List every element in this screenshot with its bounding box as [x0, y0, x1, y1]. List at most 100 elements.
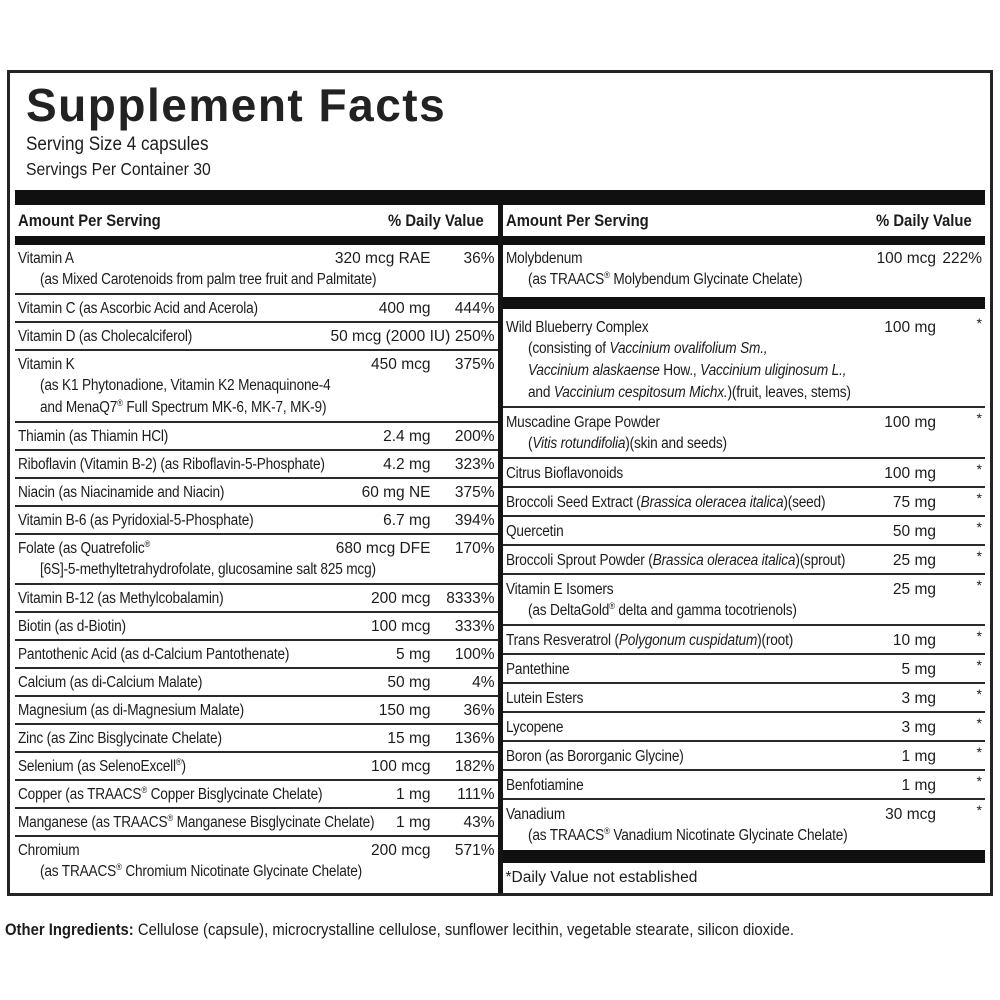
nutrient-name-text: Vitamin A: [18, 249, 74, 269]
nutrient-amount: 1 mg: [396, 813, 431, 831]
nutrient-amount: 3 mg: [901, 689, 936, 707]
name-text: Molybdenum: [505, 249, 583, 267]
other-ingredients-label: Other Ingredients:: [5, 920, 134, 939]
nutrient-row-main: Muscadine Grape Powder 100 mg *: [506, 408, 983, 433]
nutrient-amount: 100 mg: [884, 413, 936, 431]
nutrient-daily-value: *: [976, 547, 982, 564]
name-text: Wild Blueberry Complex: [505, 318, 649, 336]
nutrient-detail: and MenaQ7® Full Spectrum MK-6, MK-7, MK…: [18, 397, 495, 419]
daily-value-footnote: *Daily Value not established: [503, 863, 986, 893]
nutrient-name: Broccoli Sprout Powder (Brassica olerace…: [506, 551, 849, 571]
nutrient-name: Vitamin K: [18, 355, 331, 375]
nutrient-detail-text: and MenaQ7® Full Spectrum MK-6, MK-7, MK…: [40, 398, 327, 418]
nutrient-daily-value: 571%: [454, 841, 495, 859]
daily-value-text: % Daily Value: [875, 211, 972, 230]
nutrient-daily-value: *: [976, 489, 982, 506]
nutrient-name: Calcium (as di-Calcium Malate): [18, 673, 331, 693]
name-text: How.,: [659, 361, 700, 379]
nutrient-name: Vitamin A: [18, 249, 331, 269]
nutrient-row: Wild Blueberry Complex 100 mg * (consisting…: [503, 313, 986, 406]
nutrient-amount: 100 mcg: [876, 249, 936, 267]
nutrient-name-text: Folate (as Quatrefolic®: [18, 539, 150, 559]
name-text: Vitamin E Isomers: [505, 580, 614, 598]
nutrient-name: Folate (as Quatrefolic®: [18, 539, 331, 559]
nutrient-amount: 5 mg: [396, 645, 431, 663]
nutrient-amount: 50 mcg (2000 IU): [330, 327, 451, 345]
nutrient-row: Broccoli Sprout Powder (Brassica olerace…: [502, 543, 985, 573]
nutrient-name: Pantothenic Acid (as d-Calcium Pantothen…: [18, 645, 331, 665]
nutrient-row-main: Vitamin A 320 mcg RAE 36%: [18, 245, 495, 269]
nutrient-name-text: Riboflavin (Vitamin B-2) (as Riboflavin-…: [18, 455, 325, 475]
nutrient-daily-value: 136%: [454, 729, 495, 747]
thick-divider-footnote: [502, 850, 985, 863]
nutrient-amount: 75 mg: [892, 493, 936, 511]
nutrient-detail-text: (as TRAACS® Molybendum Glycinate Chelate…: [528, 270, 803, 290]
nutrient-daily-value: 323%: [454, 455, 495, 473]
name-text: Lutein Esters: [505, 689, 584, 707]
nutrient-row: Vitamin B-6 (as Pyridoxial-5-Phosphate) 6…: [15, 504, 498, 533]
nutrient-name-text: Selenium (as SelenoExcell®): [18, 757, 186, 777]
nutrient-daily-value: 182%: [454, 757, 495, 775]
name-text: Selenium (as SelenoExcell®): [18, 756, 186, 775]
nutrient-name: Molybdenum: [506, 249, 849, 269]
nutrient-detail: Vaccinium alaskaense How., Vaccinium uli…: [506, 360, 983, 382]
nutrient-name-text: Broccoli Seed Extract (Brassica oleracea…: [506, 493, 826, 513]
name-text: Vitamin B-6 (as Pyridoxial-5-Phosphate): [18, 511, 254, 529]
nutrient-row-main: Selenium (as SelenoExcell®) 100 mcg 182%: [18, 753, 495, 777]
nutrient-name-text: Biotin (as d-Biotin): [18, 617, 126, 637]
nutrient-name: Quercetin: [506, 522, 849, 542]
name-text: Niacin (as Niacinamide and Niacin): [18, 483, 225, 501]
nutrient-row-main: Vanadium 30 mcg *: [506, 800, 983, 825]
nutrient-name-text: Vitamin D (as Cholecalciferol): [18, 327, 192, 347]
nutrient-amount: 100 mcg: [371, 617, 431, 635]
nutrient-row-main: Broccoli Seed Extract (Brassica oleracea…: [506, 488, 983, 513]
nutrient-name: Boron (as Bororganic Glycine): [506, 747, 849, 767]
nutrient-row: Riboflavin (Vitamin B-2) (as Riboflavin-…: [15, 448, 498, 477]
latin-name: Vaccinium uliginosum L.,: [699, 361, 846, 379]
nutrient-detail-text: [6S]-5-methyltetrahydrofolate, glucosami…: [40, 560, 376, 580]
name-text: Broccoli Sprout Powder (: [505, 551, 653, 569]
nutrient-name: Thiamin (as Thiamin HCl): [18, 427, 331, 447]
nutrient-daily-value: 4%: [472, 673, 495, 691]
nutrient-row: Vitamin E Isomers 25 mg * (as DeltaGold® de…: [502, 572, 985, 624]
servings-per-container-text: Servings Per Container 30: [26, 158, 211, 179]
nutrient-row-main: Calcium (as di-Calcium Malate) 50 mg 4%: [18, 669, 495, 693]
nutrient-row: Pantethine 5 mg *: [502, 652, 985, 682]
nutrient-name-text: Citrus Bioflavonoids: [506, 464, 623, 484]
thick-divider-header: [15, 235, 498, 245]
nutrient-amount: 10 mg: [892, 631, 936, 649]
nutrient-detail-text: and Vaccinium cespitosum Michx.)(fruit, …: [528, 383, 851, 403]
nutrient-row: Vanadium 30 mcg * (as TRAACS® Vanadium Nico…: [502, 797, 985, 849]
nutrient-name: Trans Resveratrol (Polygonum cuspidatum)…: [506, 631, 849, 651]
nutrient-row: Thiamin (as Thiamin HCl) 2.4 mg 200%: [15, 420, 498, 449]
nutrient-daily-value: *: [976, 714, 982, 731]
nutrient-row: Selenium (as SelenoExcell®) 100 mcg 182%: [15, 750, 498, 779]
nutrient-row: Citrus Bioflavonoids 100 mg *: [502, 456, 985, 486]
nutrient-name: Pantethine: [506, 660, 849, 680]
nutrient-row-main: Folate (as Quatrefolic® 680 mcg DFE 170%: [18, 535, 495, 559]
name-text: Biotin (as d-Biotin): [18, 617, 126, 635]
nutrient-amount: 100 mcg: [371, 757, 431, 775]
nutrient-row-main: Vitamin D (as Cholecalciferol) 50 mcg (20…: [18, 323, 495, 347]
nutrient-name-text: Copper (as TRAACS® Copper Bisglycinate C…: [18, 785, 323, 805]
name-text: )(root): [756, 631, 793, 649]
nutrient-row-main: Chromium 200 mcg 571%: [18, 837, 495, 861]
nutrient-daily-value: 36%: [463, 701, 495, 719]
daily-value-footnote-text: *Daily Value not established: [505, 869, 698, 886]
nutrient-row: Zinc (as Zinc Bisglycinate Chelate) 15 mg…: [15, 722, 498, 751]
nutrient-detail-text: (as TRAACS® Vanadium Nicotinate Glycinat…: [528, 826, 848, 846]
nutrient-daily-value: 394%: [454, 511, 495, 529]
nutrient-amount: 450 mcg: [371, 355, 431, 373]
nutrient-row-main: Lycopene 3 mg *: [506, 713, 983, 738]
nutrient-name-text: Calcium (as di-Calcium Malate): [18, 673, 202, 693]
nutrient-detail: (as DeltaGold® delta and gamma tocotrien…: [506, 600, 983, 622]
nutrient-name-text: Benfotiamine: [506, 776, 584, 796]
nutrient-daily-value: *: [976, 409, 982, 426]
nutrient-daily-value: 200%: [454, 427, 495, 445]
nutrient-name-text: Pantethine: [506, 660, 570, 680]
nutrient-detail-text: Vaccinium alaskaense How., Vaccinium uli…: [528, 361, 846, 381]
name-text: Magnesium (as di-Magnesium Malate): [18, 701, 244, 719]
nutrient-name: Vanadium: [506, 805, 849, 825]
nutrient-amount: 100 mg: [884, 464, 936, 482]
